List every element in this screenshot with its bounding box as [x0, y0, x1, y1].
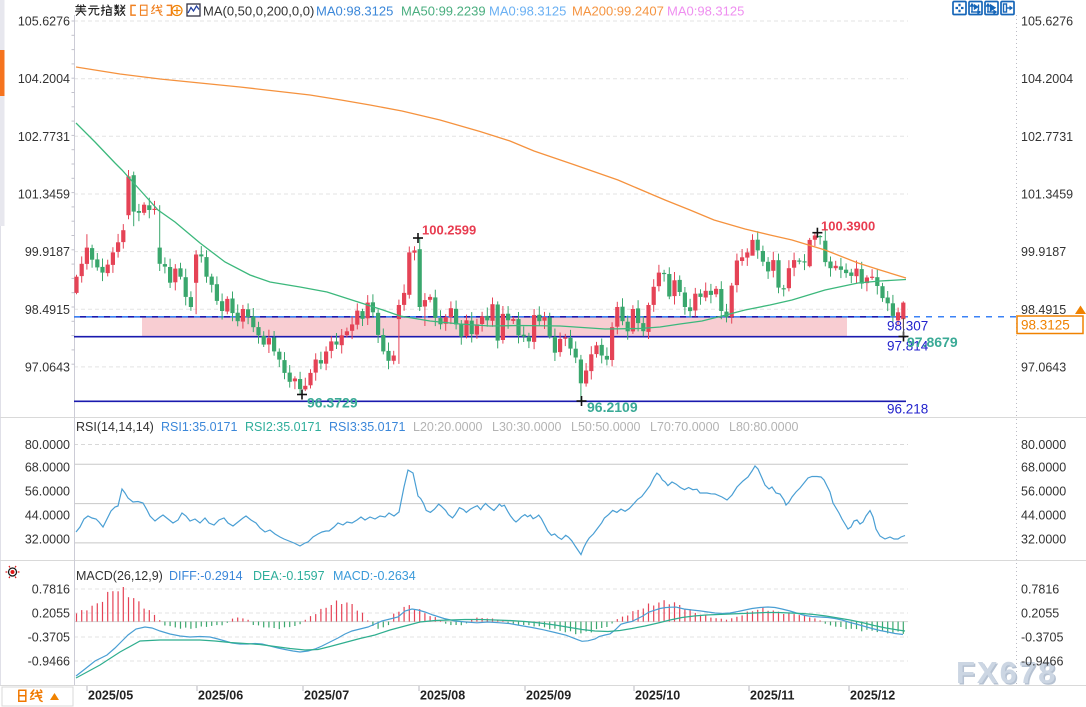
svg-text:MA200:99.2407: MA200:99.2407: [572, 4, 664, 19]
svg-text:MA0:98.3125: MA0:98.3125: [667, 4, 744, 19]
svg-text:98.4915: 98.4915: [1021, 303, 1066, 317]
svg-text:98.3125: 98.3125: [1021, 318, 1070, 333]
svg-text:RSI2:35.0171: RSI2:35.0171: [245, 420, 321, 434]
svg-text:100.2599: 100.2599: [422, 223, 476, 238]
svg-text:MA(0,50,0,200,0,0): MA(0,50,0,200,0,0): [203, 4, 314, 19]
svg-text:56.0000: 56.0000: [25, 485, 70, 499]
svg-text:-0.9466: -0.9466: [28, 655, 70, 669]
svg-text:80.0000: 80.0000: [1021, 438, 1066, 452]
svg-text:MACD:-0.2634: MACD:-0.2634: [333, 569, 416, 583]
svg-text:MA0:98.3125: MA0:98.3125: [316, 4, 393, 19]
svg-text:MA50:99.2239: MA50:99.2239: [401, 4, 486, 19]
svg-text:L80:80.0000: L80:80.0000: [729, 420, 799, 434]
svg-text:44.0000: 44.0000: [1021, 509, 1066, 523]
svg-text:-0.3705: -0.3705: [1021, 631, 1063, 645]
svg-text:68.0000: 68.0000: [25, 461, 70, 475]
svg-text:96.2109: 96.2109: [587, 399, 638, 415]
svg-text:0.7816: 0.7816: [32, 583, 70, 597]
svg-text:2025/09: 2025/09: [526, 689, 571, 703]
svg-text:32.0000: 32.0000: [25, 533, 70, 547]
svg-text:RSI3:35.0171: RSI3:35.0171: [329, 420, 405, 434]
svg-text:104.2004: 104.2004: [18, 72, 70, 86]
svg-text:96.3729: 96.3729: [307, 395, 358, 411]
svg-text:2025/07: 2025/07: [304, 689, 349, 703]
svg-text:80.0000: 80.0000: [25, 438, 70, 452]
svg-text:97.0643: 97.0643: [25, 360, 70, 374]
svg-text:2025/12: 2025/12: [850, 689, 895, 703]
svg-text:2025/11: 2025/11: [750, 689, 795, 703]
svg-text:FX678: FX678: [956, 655, 1057, 690]
svg-text:105.6276: 105.6276: [1021, 15, 1073, 29]
svg-text:104.2004: 104.2004: [1021, 72, 1073, 86]
svg-text:0.2055: 0.2055: [1021, 607, 1059, 621]
svg-text:DIFF:-0.2914: DIFF:-0.2914: [169, 569, 243, 583]
svg-text:98.4915: 98.4915: [25, 303, 70, 317]
svg-text:96.218: 96.218: [887, 402, 928, 417]
svg-text:99.9187: 99.9187: [25, 245, 70, 259]
svg-text:101.3459: 101.3459: [18, 188, 70, 202]
svg-text:L20:20.0000: L20:20.0000: [413, 420, 483, 434]
svg-text:100.3900: 100.3900: [821, 219, 875, 234]
svg-text:L30:30.0000: L30:30.0000: [492, 420, 562, 434]
svg-text:97.8679: 97.8679: [907, 334, 958, 350]
svg-text:L70:70.0000: L70:70.0000: [650, 420, 720, 434]
svg-text:0.7816: 0.7816: [1021, 583, 1059, 597]
svg-text:98.307: 98.307: [887, 319, 928, 334]
svg-text:DEA:-0.1597: DEA:-0.1597: [253, 569, 325, 583]
svg-text:102.7731: 102.7731: [1021, 130, 1073, 144]
svg-text:-0.3705: -0.3705: [28, 631, 70, 645]
svg-text:97.814: 97.814: [887, 339, 929, 354]
svg-text:99.9187: 99.9187: [1021, 245, 1066, 259]
svg-text:101.3459: 101.3459: [1021, 188, 1073, 202]
svg-text:-0.9466: -0.9466: [1021, 655, 1063, 669]
svg-text:L50:50.0000: L50:50.0000: [571, 420, 641, 434]
svg-text:44.0000: 44.0000: [25, 509, 70, 523]
svg-text:68.0000: 68.0000: [1021, 461, 1066, 475]
svg-text:2025/05: 2025/05: [88, 689, 133, 703]
svg-text:97.0643: 97.0643: [1021, 360, 1066, 374]
svg-text:MA0:98.3125: MA0:98.3125: [489, 4, 566, 19]
svg-text:RSI(14,14,14): RSI(14,14,14): [76, 420, 154, 434]
svg-text:2025/08: 2025/08: [420, 689, 465, 703]
svg-text:2025/10: 2025/10: [635, 689, 680, 703]
svg-text:2025/06: 2025/06: [198, 689, 243, 703]
svg-text:102.7731: 102.7731: [18, 130, 70, 144]
svg-text:RSI1:35.0171: RSI1:35.0171: [161, 420, 237, 434]
svg-text:32.0000: 32.0000: [1021, 533, 1066, 547]
svg-text:105.6276: 105.6276: [18, 15, 70, 29]
svg-text:56.0000: 56.0000: [1021, 485, 1066, 499]
svg-text:MACD(26,12,9): MACD(26,12,9): [76, 569, 163, 583]
svg-text:0.2055: 0.2055: [32, 607, 70, 621]
